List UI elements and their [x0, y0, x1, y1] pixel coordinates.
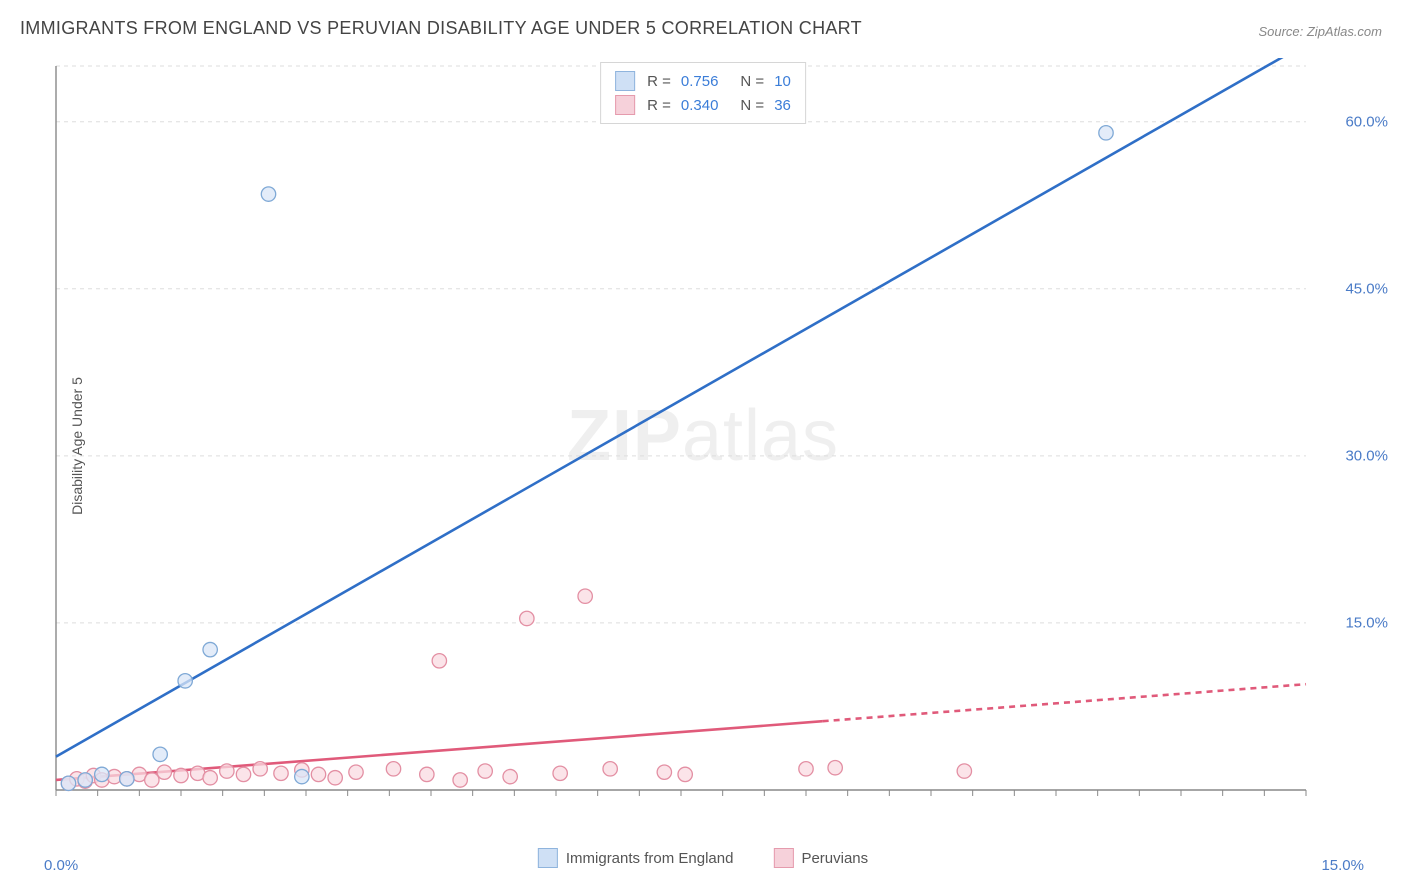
correlation-legend: R = 0.756 N = 10 R = 0.340 N = 36: [600, 62, 806, 124]
ytick-label: 60.0%: [1345, 113, 1388, 130]
legend-label-england: Immigrants from England: [566, 850, 734, 867]
swatch-peruvians-bottom: [773, 848, 793, 868]
r-label: R =: [647, 97, 671, 114]
source-name: ZipAtlas.com: [1307, 24, 1382, 39]
ytick-label: 30.0%: [1345, 447, 1388, 464]
x-max-label: 15.0%: [1321, 857, 1364, 874]
corr-row-peruvians: R = 0.340 N = 36: [615, 93, 791, 117]
series-legend: Immigrants from England Peruvians: [538, 848, 868, 868]
plot-area: [46, 58, 1366, 838]
r-value-england: 0.756: [681, 73, 719, 90]
source-prefix: Source:: [1258, 24, 1306, 39]
legend-entry-peruvians: Peruvians: [773, 848, 868, 868]
n-label: N =: [740, 97, 764, 114]
corr-row-england: R = 0.756 N = 10: [615, 69, 791, 93]
swatch-peruvians: [615, 95, 635, 115]
plot-svg: [46, 58, 1366, 838]
chart-title: IMMIGRANTS FROM ENGLAND VS PERUVIAN DISA…: [20, 18, 862, 39]
legend-entry-england: Immigrants from England: [538, 848, 734, 868]
n-value-peruvians: 36: [774, 97, 791, 114]
swatch-england: [615, 71, 635, 91]
ytick-label: 45.0%: [1345, 280, 1388, 297]
chart-container: IMMIGRANTS FROM ENGLAND VS PERUVIAN DISA…: [0, 0, 1406, 892]
ytick-label: 15.0%: [1345, 614, 1388, 631]
legend-label-peruvians: Peruvians: [801, 850, 868, 867]
source-attribution: Source: ZipAtlas.com: [1258, 24, 1382, 39]
r-value-peruvians: 0.340: [681, 97, 719, 114]
x-origin-label: 0.0%: [44, 857, 78, 874]
r-label: R =: [647, 73, 671, 90]
n-value-england: 10: [774, 73, 791, 90]
n-label: N =: [740, 73, 764, 90]
swatch-england-bottom: [538, 848, 558, 868]
